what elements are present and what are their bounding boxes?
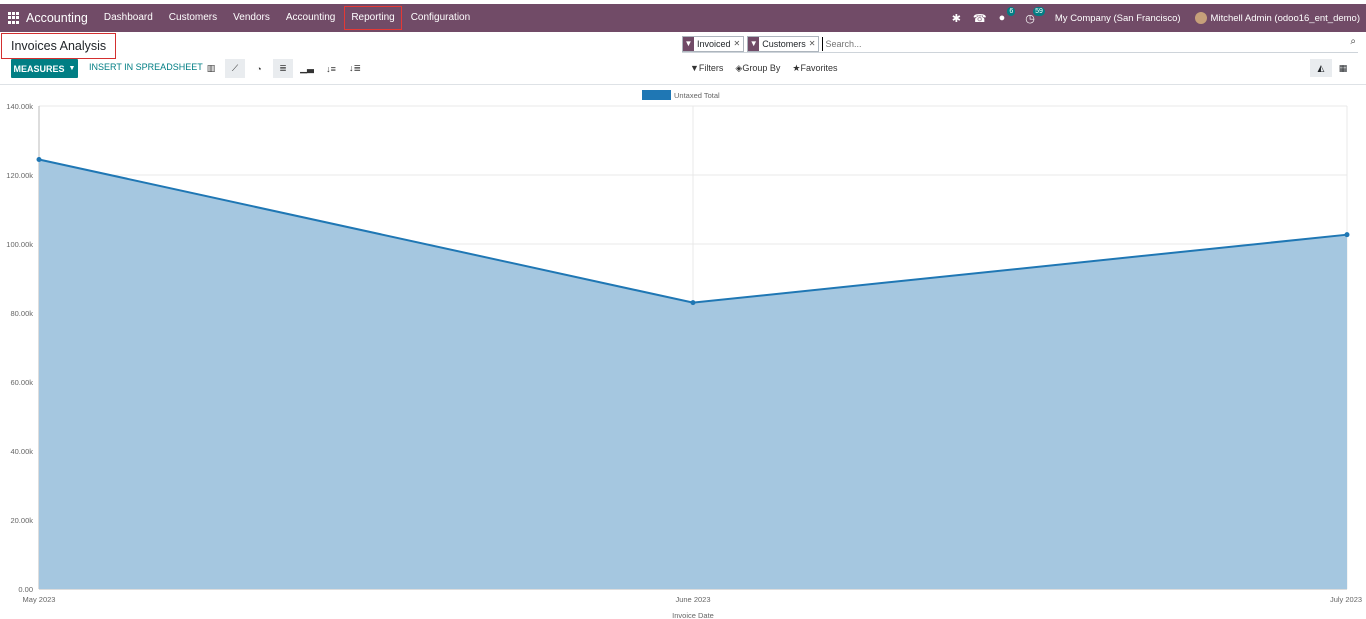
- filters-toggle[interactable]: ▼Filters: [690, 63, 724, 73]
- sort-ascending-icon[interactable]: ↓≣: [348, 63, 362, 73]
- favorites-toggle[interactable]: ★Favorites: [792, 63, 838, 73]
- page-title: Invoices Analysis: [1, 33, 117, 59]
- apps-menu-icon[interactable]: [8, 12, 20, 24]
- search-icon[interactable]: ⌕: [1350, 36, 1356, 47]
- search-input[interactable]: [822, 36, 1358, 51]
- area-chart: 0.00 20.00k 40.00k 60.00k 80.00k 100.00k 120.0…: [6, 90, 1362, 619]
- menu-dashboard[interactable]: Dashboard: [103, 12, 153, 23]
- filter-icon: ▼: [690, 63, 699, 73]
- facet-remove-icon[interactable]: ✕: [808, 39, 816, 48]
- graph-view-icon[interactable]: ◭: [1310, 59, 1332, 77]
- sort-descending-icon[interactable]: ↓≡: [326, 63, 336, 74]
- x-axis-title: Invoice Date: [672, 611, 714, 619]
- y-tick-label: 60.00k: [10, 378, 33, 387]
- user-avatar[interactable]: [1194, 12, 1207, 24]
- stacked-icon[interactable]: ≣: [273, 59, 293, 78]
- pivot-view-icon[interactable]: ▦: [1338, 62, 1348, 73]
- facet-customers: ▼ Customers ✕: [747, 35, 820, 52]
- systray: ✱ ☎ ● 6 ◷ 59 My Company (San Francisco) …: [946, 4, 1360, 32]
- measures-button[interactable]: MEASURES ▼: [11, 59, 78, 78]
- top-navbar: Accounting Dashboard Customers Vendors A…: [0, 4, 1366, 32]
- phone-icon[interactable]: ☎: [972, 12, 987, 25]
- legend-swatch: [642, 90, 671, 100]
- activities-badge: 59: [1033, 6, 1045, 16]
- series-area: [39, 159, 1347, 589]
- menu-vendors[interactable]: Vendors: [233, 12, 270, 23]
- messages-icon[interactable]: ● 6: [998, 7, 1016, 24]
- company-switcher[interactable]: My Company (San Francisco): [1054, 12, 1181, 24]
- activities-icon[interactable]: ◷ 59: [1025, 6, 1045, 25]
- group-by-toggle[interactable]: ◈Group By: [735, 63, 781, 73]
- app-name[interactable]: Accounting: [26, 11, 88, 25]
- search-bar: ▼ Invoiced ✕ ▼ Customers ✕ ⌕: [682, 35, 1358, 53]
- y-tick-label: 40.00k: [10, 447, 33, 456]
- facet-remove-icon[interactable]: ✕: [733, 39, 741, 48]
- filter-icon: ▼: [748, 36, 760, 51]
- y-tick-label: 0.00: [18, 585, 33, 594]
- cumulative-icon[interactable]: ▁▃: [300, 63, 314, 73]
- x-tick-label: May 2023: [23, 595, 56, 604]
- menu-customers[interactable]: Customers: [168, 12, 218, 23]
- facet-label: Customers: [762, 38, 806, 49]
- data-point: [1344, 232, 1350, 238]
- menu-configuration[interactable]: Configuration: [410, 12, 471, 23]
- data-point: [36, 156, 42, 162]
- user-menu[interactable]: Mitchell Admin (odoo16_ent_demo): [1210, 12, 1360, 24]
- messages-badge: 6: [1007, 7, 1016, 16]
- y-tick-label: 80.00k: [10, 309, 33, 318]
- view-switcher: ◭ ▦: [1310, 59, 1354, 77]
- facet-label: Invoiced: [697, 38, 731, 49]
- menu-reporting[interactable]: Reporting: [343, 5, 402, 31]
- pie-chart-icon[interactable]: ◔: [256, 63, 262, 74]
- bar-chart-icon[interactable]: ▥: [206, 63, 216, 73]
- graph-tools: ▥ ⟋ ◔ ≣ ▁▃ ↓≡ ↓≣: [201, 59, 369, 78]
- y-tick-label: 140.00k: [6, 102, 33, 111]
- search-panel-toggles: ▼Filters ◈Group By ★Favorites: [690, 63, 849, 74]
- caret-down-icon: ▼: [68, 65, 76, 72]
- facet-invoiced: ▼ Invoiced ✕: [682, 35, 745, 52]
- line-chart-icon[interactable]: ⟋: [225, 59, 245, 78]
- y-tick-label: 100.00k: [6, 240, 33, 249]
- filter-icon: ▼: [683, 36, 694, 51]
- menu-accounting[interactable]: Accounting: [285, 12, 336, 23]
- layers-icon: ◈: [735, 63, 743, 73]
- bug-icon[interactable]: ✱: [951, 12, 961, 25]
- star-icon: ★: [792, 63, 801, 73]
- y-tick-label: 20.00k: [10, 516, 33, 525]
- x-tick-label: July 2023: [1330, 595, 1362, 604]
- y-tick-label: 120.00k: [6, 171, 33, 180]
- x-tick-label: June 2023: [675, 595, 710, 604]
- legend-label: Untaxed Total: [674, 91, 720, 100]
- divider: [0, 84, 1366, 85]
- measures-label: MEASURES: [13, 63, 65, 74]
- data-point: [690, 300, 696, 306]
- insert-spreadsheet-button[interactable]: INSERT IN SPREADSHEET: [89, 62, 203, 72]
